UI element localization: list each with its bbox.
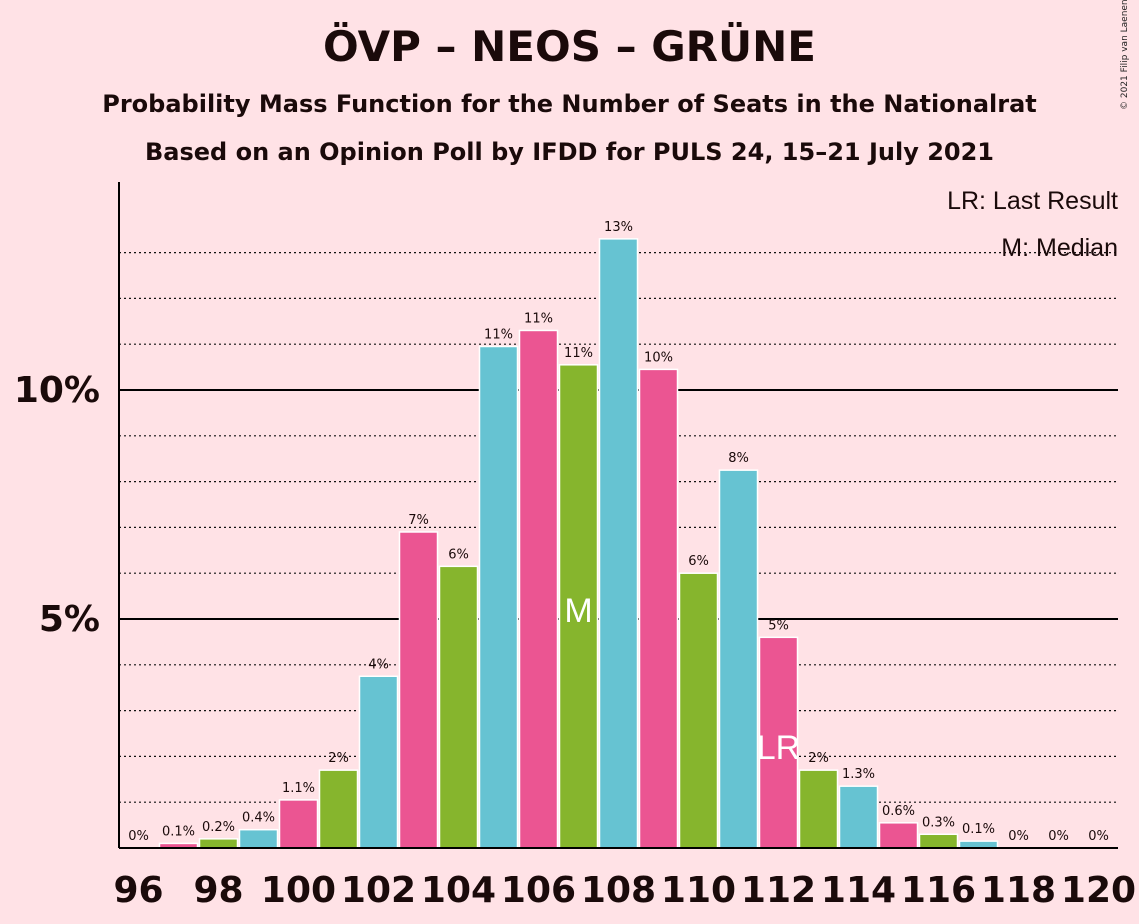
- bar-seats-114: [838, 785, 879, 849]
- bar-seats-109: [638, 368, 679, 849]
- bar-seats-107: [558, 364, 599, 849]
- data-label-117: 0.1%: [962, 822, 995, 837]
- data-label-105: 11%: [484, 327, 513, 342]
- data-label-107: 11%: [564, 346, 593, 361]
- x-tick-label: 104: [421, 870, 496, 911]
- x-tick-label: 100: [261, 870, 336, 911]
- data-label-115: 0.6%: [882, 804, 915, 819]
- chart-source-subtitle: Based on an Opinion Poll by IFDD for PUL…: [145, 138, 994, 166]
- data-label-103: 7%: [408, 513, 429, 528]
- bar-seats-98: [198, 838, 239, 849]
- bar-seats-113: [798, 769, 839, 849]
- data-labels: 0% 0.1% 0.2% 0.4% 1.1% 2% 4% 7% 6% 11% 11% 11% 13% 10…: [128, 220, 1109, 844]
- data-label-108: 13%: [604, 220, 633, 235]
- bar-seats-100: [278, 799, 319, 849]
- bar-seats-116: [918, 833, 959, 849]
- data-label-112: 5%: [768, 618, 789, 633]
- bar-seats-105: [478, 345, 519, 849]
- bar-seats-104: [438, 565, 479, 849]
- data-label-120: 0%: [1088, 829, 1109, 844]
- x-tick-label: 108: [581, 870, 656, 911]
- data-label-113: 2%: [808, 751, 829, 766]
- bar-seats-103: [398, 531, 439, 849]
- bar-seats-111: [718, 469, 759, 849]
- x-tick-label: 98: [193, 870, 243, 911]
- data-label-102: 4%: [368, 657, 389, 672]
- x-tick-label: 116: [901, 870, 976, 911]
- bar-seats-108: [598, 238, 639, 849]
- x-tick-label: 102: [341, 870, 416, 911]
- chart-title: ÖVP – NEOS – GRÜNE: [323, 22, 816, 71]
- last-result-marker: LR: [757, 729, 800, 767]
- data-label-101: 2%: [328, 751, 349, 766]
- data-label-100: 1.1%: [282, 781, 315, 796]
- data-label-97: 0.1%: [162, 824, 195, 839]
- bar-seats-101: [318, 769, 359, 849]
- data-label-118: 0%: [1008, 829, 1029, 844]
- data-label-104: 6%: [448, 547, 469, 562]
- y-tick-label: 10%: [14, 370, 100, 411]
- x-tick-label: 96: [113, 870, 163, 911]
- x-tick-label: 118: [981, 870, 1056, 911]
- data-label-99: 0.4%: [242, 811, 275, 826]
- legend-last-result: LR: Last Result: [947, 187, 1118, 215]
- bars: [158, 238, 999, 849]
- x-tick-label: 114: [821, 870, 896, 911]
- chart-subtitle: Probability Mass Function for the Number…: [102, 90, 1037, 118]
- median-marker: M: [564, 592, 592, 630]
- x-tick-label: 110: [661, 870, 736, 911]
- x-tick-label: 112: [741, 870, 816, 911]
- y-tick-label: 5%: [39, 599, 100, 640]
- x-tick-label: 120: [1061, 870, 1136, 911]
- data-label-109: 10%: [644, 350, 673, 365]
- bar-seats-110: [678, 572, 719, 849]
- data-label-116: 0.3%: [922, 815, 955, 830]
- data-label-98: 0.2%: [202, 820, 235, 835]
- data-label-110: 6%: [688, 554, 709, 569]
- legend-median: M: Median: [1001, 234, 1118, 262]
- data-label-114: 1.3%: [842, 767, 875, 782]
- bar-seats-117: [958, 840, 999, 849]
- bar-seats-106: [518, 329, 559, 849]
- data-label-106: 11%: [524, 311, 553, 326]
- data-label-119: 0%: [1048, 829, 1069, 844]
- data-label-111: 8%: [728, 451, 749, 466]
- x-tick-label: 106: [501, 870, 576, 911]
- bar-seats-115: [878, 822, 919, 849]
- data-label-96: 0%: [128, 829, 149, 844]
- bar-seats-102: [358, 675, 399, 849]
- axes: 5%10%96 98 100 102 104 106 108 110 112 114 116 118 1…: [14, 182, 1136, 911]
- bar-seats-99: [238, 828, 279, 849]
- bar-seats-112: [758, 636, 799, 849]
